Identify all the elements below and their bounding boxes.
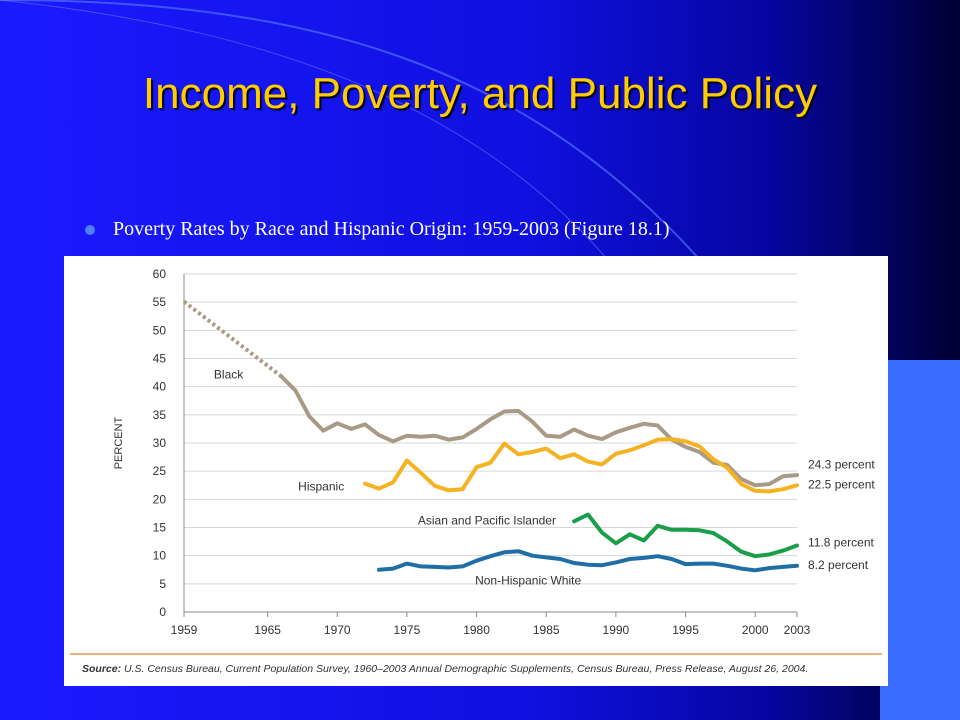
- y-tick-label: 10: [153, 549, 167, 563]
- series-line: [279, 374, 799, 488]
- series-line: [377, 549, 799, 573]
- x-tick-label: 1985: [533, 623, 560, 637]
- x-tick-label: 1975: [394, 623, 421, 637]
- x-tick-label: 1970: [324, 623, 351, 637]
- y-tick-label: 25: [153, 464, 167, 478]
- decorative-panel: [880, 360, 960, 720]
- chart-source: Source: U.S. Census Bureau, Current Popu…: [82, 663, 808, 675]
- bullet-text: Poverty Rates by Race and Hispanic Origi…: [113, 218, 670, 240]
- y-tick-label: 40: [153, 380, 167, 394]
- slide-title: Income, Poverty, and Public Policy: [142, 69, 818, 118]
- y-axis-label: PERCENT: [113, 416, 125, 469]
- series-line: [363, 437, 799, 494]
- y-tick-label: 30: [153, 436, 167, 450]
- y-tick-label: 15: [153, 521, 167, 535]
- series-end-label: 8.2 percent: [808, 558, 869, 572]
- series-end-label: 22.5 percent: [808, 478, 875, 492]
- source-label: Source:: [82, 663, 122, 675]
- series-end-label: 24.3 percent: [808, 457, 875, 471]
- poverty-rate-chart: 0 5 10 15 20 25 30 35 40 45 50 55 60 1959 1965 1970 1975…: [70, 267, 882, 655]
- series-name-label: Non-Hispanic White: [475, 573, 581, 587]
- series-end-label: 11.8 percent: [808, 536, 874, 550]
- bullet-dot-icon: [85, 225, 95, 236]
- y-tick-label: 0: [159, 605, 166, 619]
- source-text: U.S. Census Bureau, Current Population S…: [121, 663, 809, 675]
- x-tick-label: 1959: [171, 623, 198, 637]
- bullet-item: Poverty Rates by Race and Hispanic Origi…: [85, 218, 670, 241]
- x-tick-label: 2000: [742, 623, 769, 637]
- y-tick-label: 20: [153, 492, 167, 506]
- x-tick-label: 2003: [784, 623, 811, 637]
- y-tick-label: 50: [153, 323, 167, 337]
- x-tick-label: 1965: [254, 623, 281, 637]
- y-tick-label: 55: [153, 295, 167, 309]
- y-tick-label: 60: [153, 267, 167, 281]
- x-tick-label: 1980: [463, 623, 490, 637]
- y-tick-label: 5: [159, 577, 166, 591]
- y-tick-label: 45: [153, 352, 167, 366]
- series-name-label: Black: [214, 367, 244, 381]
- series-line: [572, 512, 799, 559]
- x-tick-label: 1990: [603, 623, 630, 637]
- y-tick-label: 35: [153, 408, 167, 422]
- series-line-dashed: [182, 300, 283, 379]
- x-tick-label: 1995: [672, 623, 699, 637]
- chart-panel: 0 5 10 15 20 25 30 35 40 45 50 55 60 1959 1965 1970 1975…: [64, 256, 888, 686]
- series-name-label: Asian and Pacific Islander: [418, 514, 556, 528]
- series-name-label: Hispanic: [298, 479, 344, 493]
